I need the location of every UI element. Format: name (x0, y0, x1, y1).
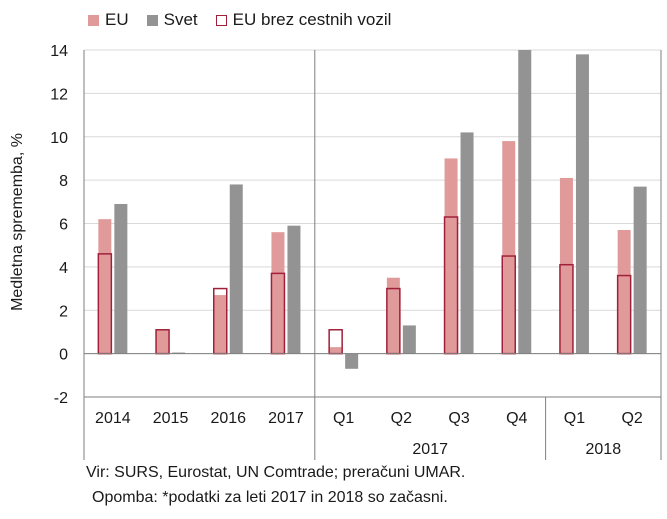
group-label-0: 2017 (412, 441, 448, 458)
legend-swatch-svet (146, 14, 158, 26)
bar-eu-5 (386, 277, 400, 354)
x-tick-label-8: Q1 (564, 410, 585, 427)
chart-notes: Vir: SURS, Eurostat, UN Comtrade; prerač… (86, 460, 465, 510)
bar-eu-2 (213, 295, 227, 354)
y-tick-label-0: -2 (54, 390, 68, 407)
x-tick-label-4: Q1 (333, 410, 354, 427)
y-tick-label-5: 8 (59, 173, 68, 190)
bar-eu-6 (444, 158, 458, 354)
y-tick-label-7: 12 (50, 86, 68, 103)
legend: EU Svet EU brez cestnih vozil (88, 10, 391, 30)
bar-eu-7 (502, 141, 516, 354)
bar-svet-4 (345, 353, 359, 369)
bar-svet-7 (518, 50, 532, 354)
bar-svet-0 (114, 203, 128, 354)
footnote: Opomba: *podatki za leti 2017 in 2018 so… (92, 489, 448, 506)
bar-eu-1 (156, 329, 170, 354)
x-tick-label-6: Q3 (448, 410, 469, 427)
y-tick-label-6: 10 (50, 130, 68, 147)
bar-svet-3 (287, 225, 301, 354)
bar-svet-6 (460, 132, 474, 354)
chart: -2 0 2 4 6 8 10 12 14 2014 2015 2016 2017 Q1 Q2 Q3 Q4 Q1 Q… (9, 43, 662, 460)
y-axis-label: Medletna sprememba, % (9, 133, 26, 311)
source-note: Vir: SURS, Eurostat, UN Comtrade; prerač… (86, 464, 466, 481)
legend-label-svet: Svet (163, 10, 198, 29)
x-tick-label-5: Q2 (391, 410, 412, 427)
legend-swatch-eu (88, 14, 99, 26)
legend-item-svet: Svet (146, 10, 198, 30)
axes: -2 0 2 4 6 8 10 12 14 2014 2015 2016 2017 Q1 Q2 Q3 Q4 Q1 Q… (50, 43, 662, 460)
bar-eu-4 (329, 347, 343, 354)
bar-eu-8 (559, 177, 573, 354)
bars (97, 50, 647, 369)
x-tick-label-3: 2017 (268, 410, 304, 427)
y-tick-label-2: 2 (59, 303, 68, 320)
legend-label-eu-brez: EU brez cestnih vozil (232, 10, 392, 29)
group-label-1: 2018 (586, 441, 622, 458)
y-tick-label-8: 14 (50, 43, 68, 60)
y-tick-label-1: 0 (59, 347, 68, 364)
bar-eu-9 (617, 230, 631, 354)
bar-svet-9 (633, 186, 647, 354)
bar-eu-0 (98, 219, 112, 354)
y-tick-label-3: 4 (59, 260, 68, 277)
y-tick-label-4: 6 (59, 217, 68, 234)
legend-item-eu-brez: EU brez cestnih vozil (215, 10, 392, 30)
legend-swatch-eu-brez (215, 14, 227, 26)
x-tick-label-0: 2014 (95, 410, 131, 427)
bar-svet-8 (575, 54, 589, 354)
bar-svet-2 (229, 184, 243, 354)
bar-svet-1 (172, 352, 186, 354)
x-tick-label-9: Q2 (621, 410, 642, 427)
gridlines (84, 49, 661, 398)
legend-item-eu: EU (88, 10, 129, 30)
x-tick-label-1: 2015 (153, 410, 189, 427)
x-tick-label-2: 2016 (210, 410, 246, 427)
bar-svet-5 (402, 325, 416, 354)
bar-eu-3 (271, 232, 285, 354)
x-tick-label-7: Q4 (506, 410, 527, 427)
legend-label-eu: EU (105, 10, 129, 29)
